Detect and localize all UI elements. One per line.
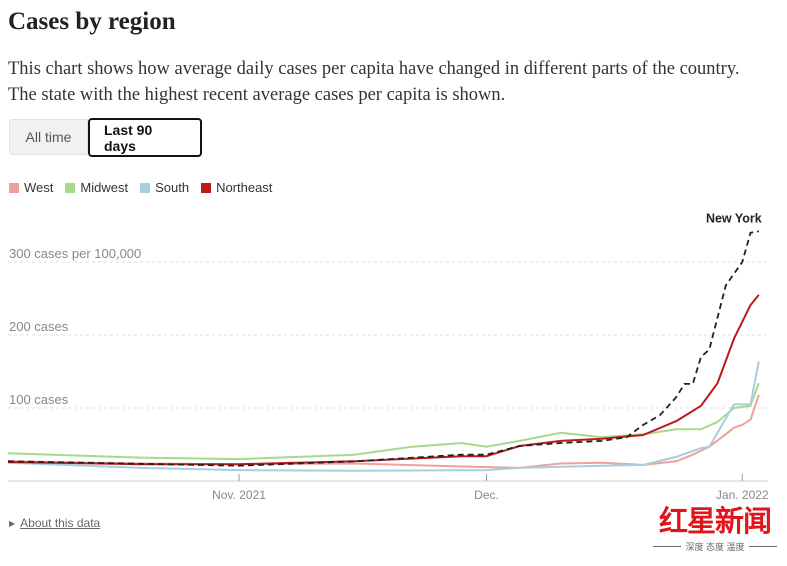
legend-label: West xyxy=(24,180,54,195)
page-title: Cases by region xyxy=(8,8,176,35)
legend-item-west: West xyxy=(9,180,53,195)
x-tick-label: Dec. xyxy=(474,488,499,502)
series-line-south xyxy=(7,361,760,472)
legend-swatch xyxy=(201,182,212,193)
legend-swatch xyxy=(65,182,76,193)
chart-legend: West Midwest South Northeast xyxy=(9,180,272,195)
series-label: New York xyxy=(706,211,762,225)
tab-last-90-days[interactable]: Last 90 days xyxy=(88,118,202,157)
triangle-right-icon: ▶ xyxy=(9,518,16,528)
legend-item-northeast: Northeast xyxy=(201,180,272,195)
x-tick-label: Jan. 2022 xyxy=(716,488,769,502)
watermark-logo: 红星新闻 深度 态度 温度 xyxy=(650,498,780,553)
about-data-link[interactable]: ▶ About this data xyxy=(9,516,101,530)
legend-label: Midwest xyxy=(80,180,129,195)
series-line-new-york xyxy=(7,230,759,467)
legend-label: South xyxy=(155,180,190,195)
legend-item-south: South xyxy=(140,180,189,195)
series-line-midwest xyxy=(7,382,760,461)
tab-all-time[interactable]: All time xyxy=(9,119,88,155)
legend-swatch xyxy=(140,182,151,193)
y-tick-label: 100 cases xyxy=(9,392,69,407)
time-range-tabs: All time Last 90 days xyxy=(9,118,202,157)
x-tick-label: Nov. 2021 xyxy=(212,488,266,502)
series-line-northeast xyxy=(7,294,760,466)
legend-label: Northeast xyxy=(216,180,273,195)
y-tick-label: 200 cases xyxy=(9,319,69,334)
legend-item-midwest: Midwest xyxy=(65,180,128,195)
chart-description: This chart shows how average daily cases… xyxy=(8,59,740,105)
y-tick-label: 300 cases per 100,000 xyxy=(9,246,141,261)
legend-swatch xyxy=(9,182,19,193)
